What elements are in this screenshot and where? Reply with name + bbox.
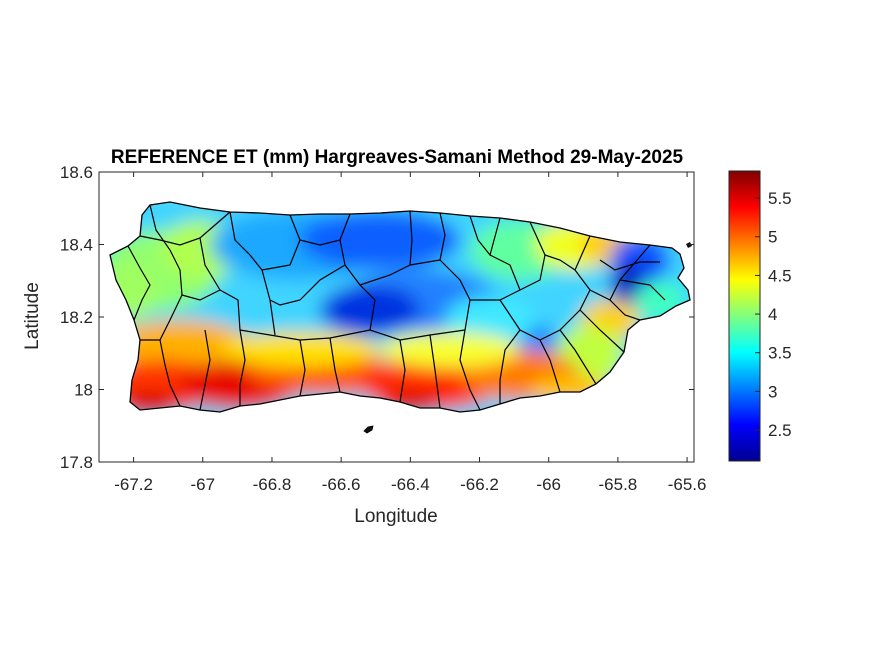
municipality-border [459,329,481,411]
y-tick-label: 17.8 [60,453,93,472]
colorbar-tick-label: 2.5 [768,421,792,440]
municipality-border [619,279,666,301]
municipality-borders [127,204,666,411]
y-tick-label: 18 [74,381,93,400]
municipality-border [269,299,276,336]
caja-de-muertos-island [363,425,374,434]
municipality-border [329,337,341,393]
municipality-border [127,245,151,321]
municipality-border [519,221,546,291]
x-axis-label: Longitude [354,506,437,527]
field-blob [220,332,380,368]
municipality-border [139,211,231,246]
colorbar-tick-label: 3.5 [768,344,792,363]
field-blob [320,285,420,335]
municipality-border [140,294,183,341]
y-tick-label: 18.6 [60,163,93,182]
municipality-border [499,289,591,341]
field-blob [380,332,520,368]
colorbar-tick-label: 3 [768,382,777,401]
colorbar-tick-label: 5 [768,228,777,247]
municipality-border [599,259,660,271]
x-tick-label: -66 [536,475,561,494]
municipality-border [149,204,183,296]
field-blob [110,320,250,370]
field-blob [300,210,460,270]
x-tick-label: -66.4 [391,475,430,494]
y-axis-ticks: 17.8 18 18.2 18.4 18.6 [60,163,694,472]
municipality-border [199,237,221,291]
municipality-border [544,235,591,271]
municipality-border [239,329,246,406]
municipality-border [409,212,446,266]
colorbar-tick-label: 4 [768,305,777,324]
municipality-border [159,339,181,407]
municipality-border [299,213,351,246]
municipality-border [579,309,625,353]
municipality-border [559,329,597,385]
x-tick-label: -66.2 [460,475,499,494]
x-tick-label: -67 [190,475,215,494]
municipality-border [609,299,641,321]
municipality-border [369,329,466,341]
field-blob [445,295,535,345]
x-axis-ticks: -67.2 -67 -66.8 -66.6 -66.4 -66.2 -66 -65.8 -65.… [114,172,706,494]
y-tick-label: 18.4 [60,236,93,255]
y-tick-label: 18.2 [60,308,93,327]
colorbar-tick-label: 4.5 [768,266,792,285]
x-tick-label: -65.8 [599,475,638,494]
island-outline [109,201,691,413]
municipality-border [229,211,271,301]
x-tick-label: -67.2 [114,475,153,494]
municipality-border [439,259,471,331]
chart-title: REFERENCE ET (mm) Hargreaves-Samani Meth… [111,147,684,168]
municipality-border [469,215,501,257]
x-tick-label: -66.6 [322,475,361,494]
municipality-border [399,339,406,403]
municipality-border [539,339,561,393]
x-tick-label: -65.6 [668,475,707,494]
municipality-border [269,264,346,306]
colorbar [728,170,761,462]
y-axis-label: Latitude [22,282,43,350]
colorbar-ticks: 2.5 3 3.5 4 4.5 5 5.5 [755,189,792,440]
municipality-border [299,339,306,397]
x-tick-label: -66.8 [253,475,292,494]
municipality-border [261,214,301,271]
municipality-border [429,334,441,409]
municipality-border [499,329,521,404]
municipality-border [199,329,211,411]
colorbar-tick-label: 5.5 [768,189,792,208]
